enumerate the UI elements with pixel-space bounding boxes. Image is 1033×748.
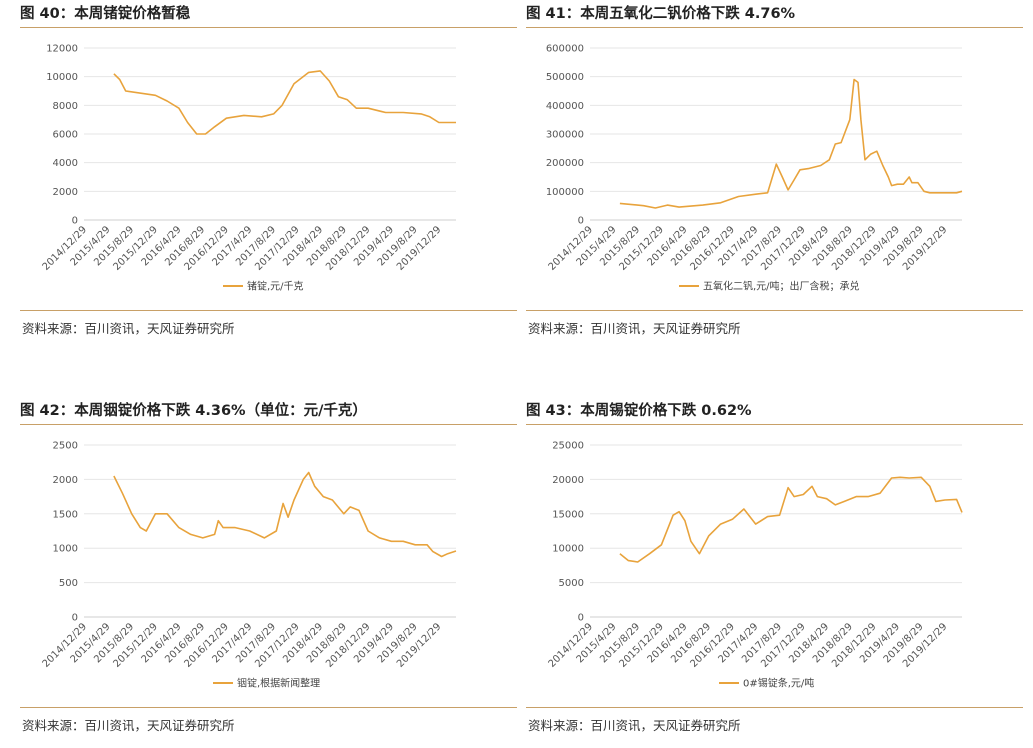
top-rule	[526, 424, 1023, 425]
y-tick-label: 0	[72, 216, 78, 227]
bottom-rule	[20, 707, 517, 708]
chart-title: 图 40：本周锗锭价格暂稳	[20, 6, 191, 22]
legend: 锗锭,元/千克	[223, 280, 304, 293]
y-tick-label: 300000	[546, 130, 584, 141]
y-tick-label: 200000	[546, 158, 584, 169]
y-tick-label: 0	[578, 613, 584, 624]
top-rule	[20, 424, 517, 425]
series-line	[113, 471, 457, 558]
chart-tin: 05000100001500020000250002014/12/292015/…	[547, 441, 963, 690]
y-tick-label: 100000	[546, 187, 584, 198]
source-note: 资料来源：百川资讯，天风证券研究所	[22, 321, 235, 336]
y-tick-label: 500	[59, 578, 78, 589]
chart-title: 图 42：本周铟锭价格下跌 4.36%（单位：元/千克）	[20, 403, 367, 419]
top-rule	[526, 27, 1023, 28]
bottom-rule	[20, 310, 517, 311]
y-tick-label: 8000	[53, 101, 78, 112]
y-tick-label: 0	[578, 216, 584, 227]
bottom-rule	[526, 310, 1023, 311]
source-note: 资料来源：百川资讯，天风证券研究所	[528, 718, 741, 733]
series-line	[619, 476, 963, 563]
y-tick-label: 400000	[546, 101, 584, 112]
legend-label: 锗锭,元/千克	[247, 280, 304, 293]
y-tick-label: 10000	[552, 544, 584, 555]
series-line	[113, 70, 456, 135]
y-tick-label: 10000	[46, 72, 78, 83]
y-tick-label: 2500	[53, 441, 78, 452]
legend-label: 五氧化二钒,元/吨；出厂含税；承兑	[703, 280, 860, 293]
legend-label: 铟锭,根据新闻整理	[237, 677, 320, 690]
y-tick-label: 4000	[53, 158, 78, 169]
chart-indium: 050010001500200025002014/12/292015/4/292…	[41, 441, 457, 690]
y-tick-label: 1500	[53, 509, 78, 520]
legend-label: 0#锡锭条,元/吨	[743, 677, 814, 690]
y-tick-label: 15000	[552, 509, 584, 520]
y-tick-label: 2000	[53, 475, 78, 486]
y-tick-label: 2000	[53, 187, 78, 198]
y-tick-label: 12000	[46, 44, 78, 55]
y-tick-label: 1000	[53, 544, 78, 555]
y-tick-label: 600000	[546, 44, 584, 55]
y-tick-label: 5000	[559, 578, 584, 589]
y-tick-label: 0	[72, 613, 78, 624]
legend: 铟锭,根据新闻整理	[213, 677, 320, 690]
y-tick-label: 500000	[546, 72, 584, 83]
bottom-rule	[526, 707, 1023, 708]
top-rule	[20, 27, 517, 28]
y-tick-label: 20000	[552, 475, 584, 486]
chart-germanium: 0200040006000800010000120002014/12/29201…	[41, 44, 456, 293]
source-note: 资料来源：百川资讯，天风证券研究所	[22, 718, 235, 733]
series-line	[619, 78, 963, 209]
source-note: 资料来源：百川资讯，天风证券研究所	[528, 321, 741, 336]
legend: 五氧化二钒,元/吨；出厂含税；承兑	[679, 280, 860, 293]
chart-title: 图 41：本周五氧化二钒价格下跌 4.76%	[526, 6, 796, 22]
y-tick-label: 25000	[552, 441, 584, 452]
legend: 0#锡锭条,元/吨	[719, 677, 814, 690]
y-tick-label: 6000	[53, 130, 78, 141]
chart-title: 图 43：本周锡锭价格下跌 0.62%	[526, 403, 752, 419]
chart-vanadium: 0100000200000300000400000500000600000201…	[546, 44, 963, 293]
